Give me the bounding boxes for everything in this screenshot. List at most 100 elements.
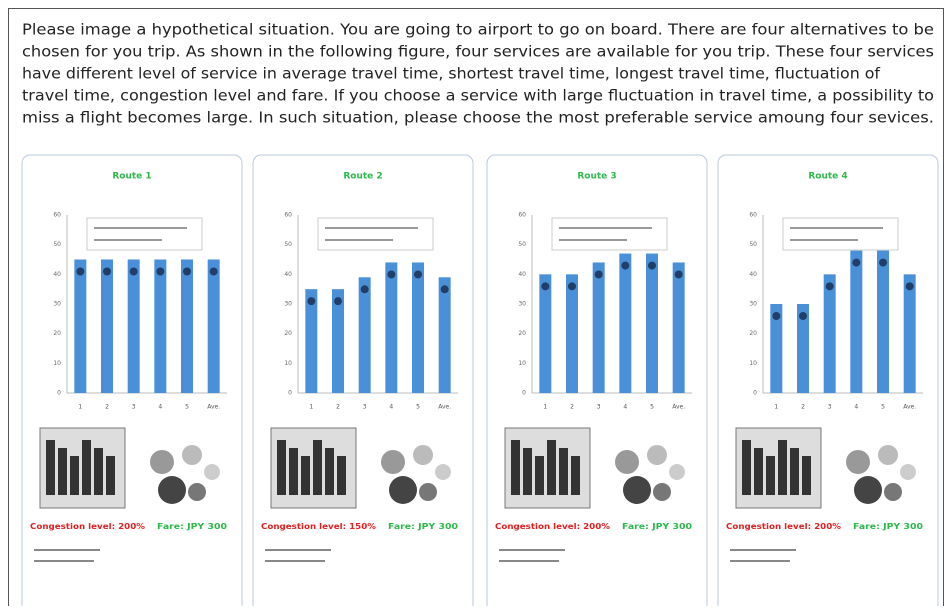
route-title: Route 3 xyxy=(577,172,616,182)
x-tick-label: 3 xyxy=(597,404,601,411)
congestion-label: Congestion level: 150% xyxy=(261,522,377,531)
x-tick-label: 3 xyxy=(828,404,832,411)
y-tick-label: 30 xyxy=(284,301,292,308)
crowd-shape xyxy=(70,456,79,495)
bar-marker xyxy=(210,268,218,276)
coin-icon xyxy=(150,450,174,474)
x-tick-label: Ave. xyxy=(903,404,916,411)
bar-marker xyxy=(334,297,342,305)
fare-label: Fare: JPY 300 xyxy=(388,522,458,531)
coin-icon xyxy=(669,464,685,480)
congestion-label: Congestion level: 200% xyxy=(726,522,842,531)
x-tick-label: 4 xyxy=(158,404,162,411)
x-tick-label: 2 xyxy=(336,404,340,411)
y-tick-label: 50 xyxy=(749,241,757,248)
bar-marker xyxy=(852,259,860,267)
bar xyxy=(646,254,658,393)
bar-marker xyxy=(183,268,191,276)
fare-label: Fare: JPY 300 xyxy=(157,522,227,531)
page: Please image a hypothetical situation. Y… xyxy=(0,0,945,606)
y-tick-label: 40 xyxy=(749,271,757,278)
x-tick-label: 5 xyxy=(185,404,189,411)
bar-marker xyxy=(568,282,576,290)
y-tick-label: 40 xyxy=(284,271,292,278)
crowd-shape xyxy=(790,448,799,495)
y-tick-label: 20 xyxy=(53,330,61,337)
bar xyxy=(904,274,916,393)
bar-marker xyxy=(307,297,315,305)
crowd-shape xyxy=(277,440,286,495)
crowd-shape xyxy=(742,440,751,495)
bar xyxy=(619,254,631,393)
y-tick-label: 40 xyxy=(518,271,526,278)
coin-icon xyxy=(204,464,220,480)
legend-box xyxy=(552,218,667,250)
coin-icon xyxy=(878,445,898,465)
bar xyxy=(593,262,605,393)
y-tick-label: 10 xyxy=(284,360,292,367)
coin-icon xyxy=(188,483,206,501)
coin-icon xyxy=(615,450,639,474)
congestion-label: Congestion level: 200% xyxy=(495,522,611,531)
y-tick-label: 0 xyxy=(57,390,61,397)
coin-icon xyxy=(381,450,405,474)
x-tick-label: 4 xyxy=(623,404,627,411)
congestion-label: Congestion level: 200% xyxy=(30,522,146,531)
bar-marker xyxy=(621,262,629,270)
y-tick-label: 50 xyxy=(284,241,292,248)
crowd-shape xyxy=(754,448,763,495)
bar xyxy=(539,274,551,393)
x-tick-label: 2 xyxy=(105,404,109,411)
bar-marker xyxy=(595,270,603,278)
bar-marker xyxy=(826,282,834,290)
bar xyxy=(877,251,889,393)
crowd-shape xyxy=(58,448,67,495)
bar xyxy=(566,274,578,393)
crowd-shape xyxy=(46,440,55,495)
crowd-shape xyxy=(313,440,322,495)
coin-icon xyxy=(900,464,916,480)
x-tick-label: 2 xyxy=(570,404,574,411)
y-tick-label: 10 xyxy=(53,360,61,367)
coin-icon xyxy=(846,450,870,474)
y-tick-label: 50 xyxy=(53,241,61,248)
y-tick-label: 10 xyxy=(749,360,757,367)
y-tick-label: 20 xyxy=(284,330,292,337)
x-tick-label: 3 xyxy=(132,404,136,411)
crowd-shape xyxy=(337,456,346,495)
y-tick-label: 0 xyxy=(753,390,757,397)
bar xyxy=(101,260,113,394)
coin-icon xyxy=(653,483,671,501)
bar-marker xyxy=(879,259,887,267)
bar xyxy=(439,277,451,393)
x-tick-label: 5 xyxy=(416,404,420,411)
x-tick-label: Ave. xyxy=(672,404,685,411)
bar xyxy=(74,260,86,394)
y-tick-label: 60 xyxy=(53,212,61,219)
bar xyxy=(673,262,685,393)
crowd-shape xyxy=(511,440,520,495)
x-tick-label: 2 xyxy=(801,404,805,411)
bar-marker xyxy=(772,312,780,320)
legend-box xyxy=(783,218,898,250)
bar-marker xyxy=(361,285,369,293)
x-tick-label: 1 xyxy=(543,404,547,411)
instruction-line: travel time, congestion level and fare. … xyxy=(22,87,934,105)
bar xyxy=(824,274,836,393)
y-tick-label: 0 xyxy=(288,390,292,397)
x-tick-label: Ave. xyxy=(438,404,451,411)
bar xyxy=(850,251,862,393)
y-tick-label: 0 xyxy=(522,390,526,397)
bar xyxy=(208,260,220,394)
y-tick-label: 30 xyxy=(518,301,526,308)
x-tick-label: 4 xyxy=(854,404,858,411)
x-tick-label: 3 xyxy=(363,404,367,411)
bar xyxy=(154,260,166,394)
bar-marker xyxy=(648,262,656,270)
crowd-shape xyxy=(559,448,568,495)
crowd-shape xyxy=(106,456,115,495)
route-title: Route 1 xyxy=(112,172,151,182)
y-tick-label: 30 xyxy=(53,301,61,308)
x-tick-label: 4 xyxy=(389,404,393,411)
